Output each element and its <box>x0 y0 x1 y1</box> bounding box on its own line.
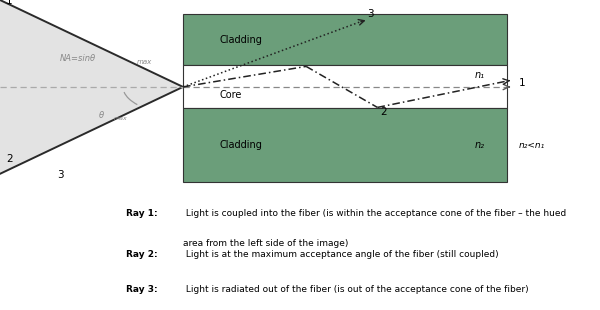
Text: 2: 2 <box>380 107 387 117</box>
Bar <box>183 65 507 108</box>
Bar <box>183 14 507 65</box>
Text: 1: 1 <box>519 78 526 88</box>
Text: Cladding: Cladding <box>219 34 262 45</box>
Text: max: max <box>114 116 128 121</box>
Text: Light is coupled into the fiber (is within the acceptance cone of the fiber – th: Light is coupled into the fiber (is with… <box>183 209 566 218</box>
Text: 3: 3 <box>367 9 374 19</box>
Text: n₁: n₁ <box>475 70 485 80</box>
Text: Light is radiated out of the fiber (is out of the acceptance cone of the fiber): Light is radiated out of the fiber (is o… <box>183 285 529 294</box>
Text: Cladding: Cladding <box>219 140 262 150</box>
Text: area from the left side of the image): area from the left side of the image) <box>183 239 349 248</box>
Text: Ray 2:: Ray 2: <box>126 250 158 259</box>
Text: Ray 3:: Ray 3: <box>126 285 158 294</box>
Text: θ: θ <box>99 111 104 120</box>
Polygon shape <box>0 0 183 174</box>
Text: Core: Core <box>219 90 241 100</box>
Text: n₂<n₁: n₂<n₁ <box>519 140 545 149</box>
Text: Light is at the maximum acceptance angle of the fiber (still coupled): Light is at the maximum acceptance angle… <box>183 250 499 259</box>
Text: NA=sinθ: NA=sinθ <box>60 54 96 63</box>
Bar <box>183 108 507 182</box>
Text: 2: 2 <box>6 154 13 164</box>
Text: n₂: n₂ <box>475 140 485 150</box>
Text: 1: 1 <box>6 0 13 6</box>
Text: max: max <box>137 59 152 64</box>
Text: Ray 1:: Ray 1: <box>126 209 158 218</box>
Text: 3: 3 <box>57 170 64 180</box>
